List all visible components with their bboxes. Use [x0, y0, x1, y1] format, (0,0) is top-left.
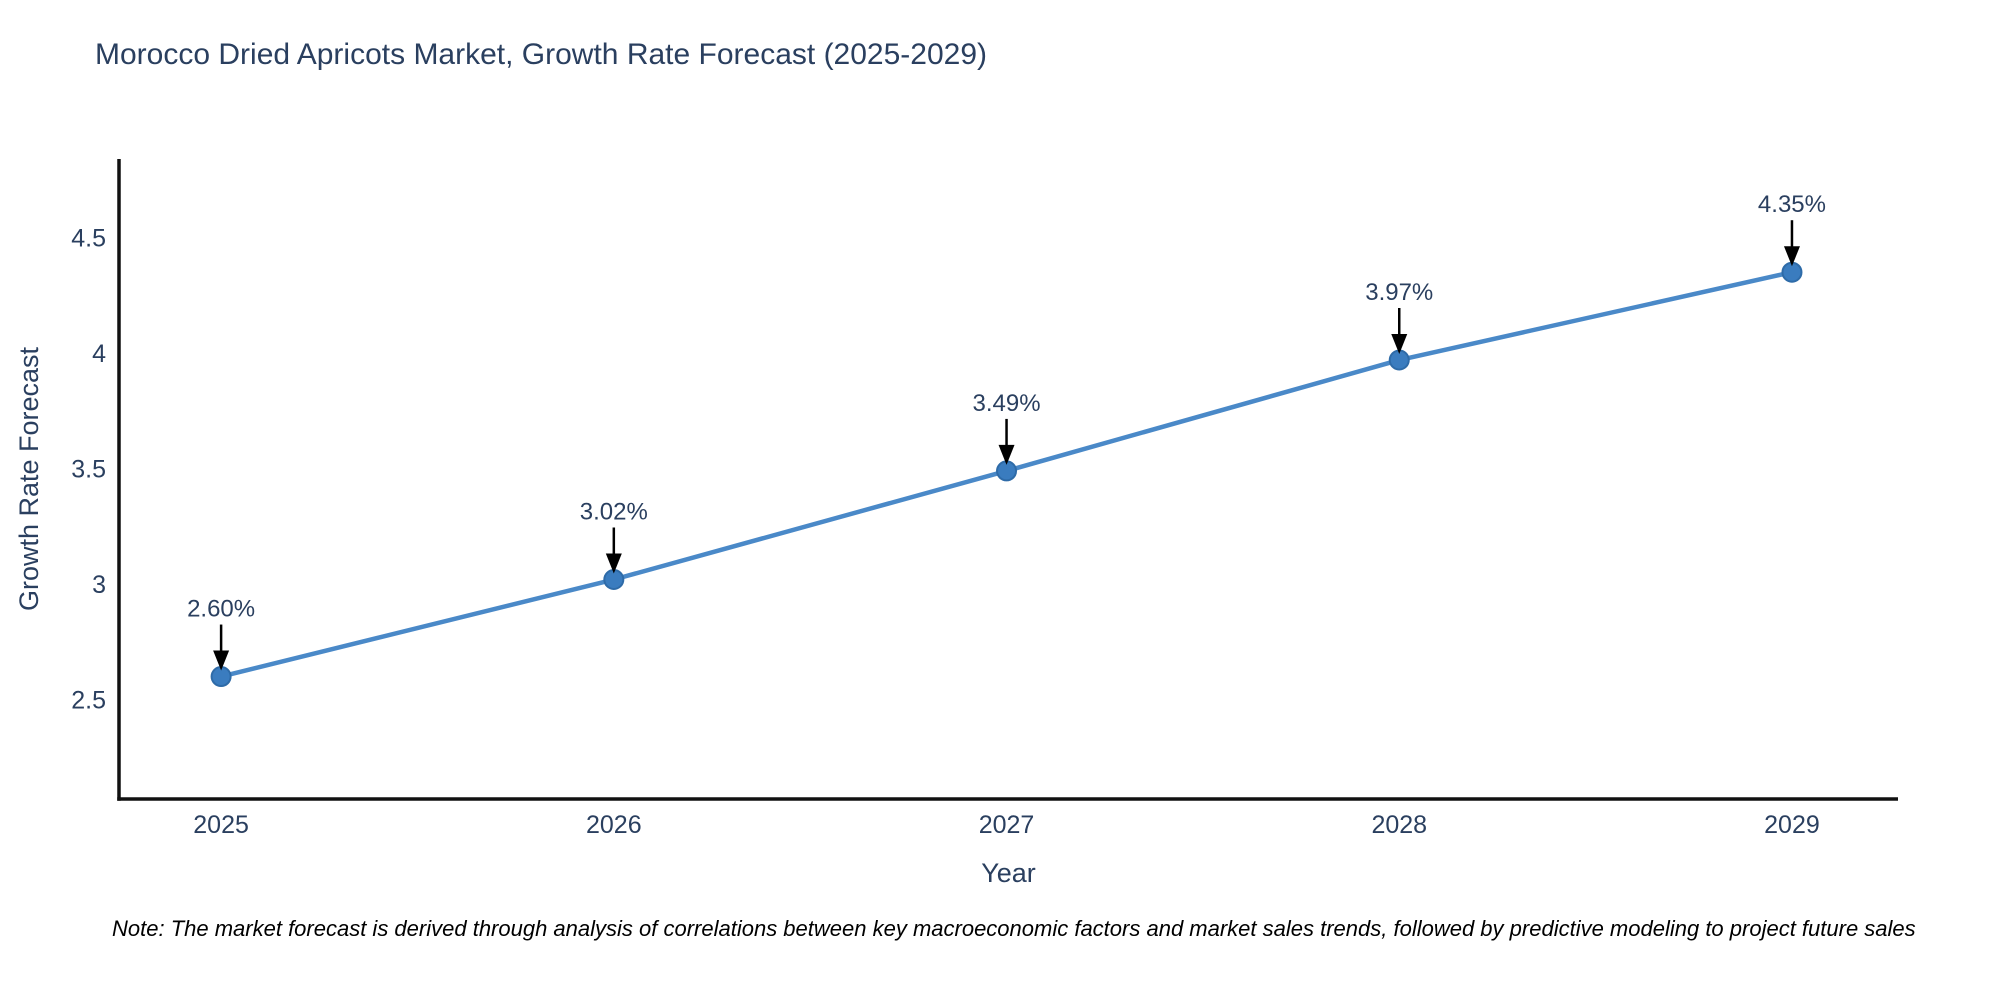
- x-tick-label: 2025: [193, 811, 249, 839]
- y-axis-title: Growth Rate Forecast: [14, 346, 44, 611]
- y-tick-label: 3: [92, 571, 106, 599]
- x-tick-label: 2029: [1764, 811, 1820, 839]
- x-tick-label: 2028: [1371, 811, 1427, 839]
- annotation-arrow-head: [213, 650, 230, 671]
- x-axis-title: Year: [981, 858, 1036, 888]
- point-value-label: 3.97%: [1365, 279, 1433, 306]
- annotation-arrow-head: [1783, 246, 1800, 267]
- y-tick-label: 2.5: [71, 687, 106, 715]
- footnote: Note: The market forecast is derived thr…: [112, 916, 1916, 941]
- point-value-label: 4.35%: [1758, 191, 1826, 218]
- point-value-label: 2.60%: [187, 596, 255, 623]
- point-value-label: 3.02%: [580, 499, 648, 526]
- y-tick-label: 4: [92, 340, 106, 368]
- y-tick-label: 4.5: [71, 225, 106, 253]
- annotation-arrow-head: [998, 444, 1015, 465]
- y-tick-label: 3.5: [71, 456, 106, 484]
- x-tick-label: 2026: [586, 811, 642, 839]
- x-tick-label: 2027: [979, 811, 1035, 839]
- annotation-arrow-head: [605, 553, 622, 574]
- annotation-arrow-head: [1391, 334, 1408, 355]
- point-value-label: 3.49%: [973, 390, 1041, 417]
- chart-title: Morocco Dried Apricots Market, Growth Ra…: [95, 38, 988, 71]
